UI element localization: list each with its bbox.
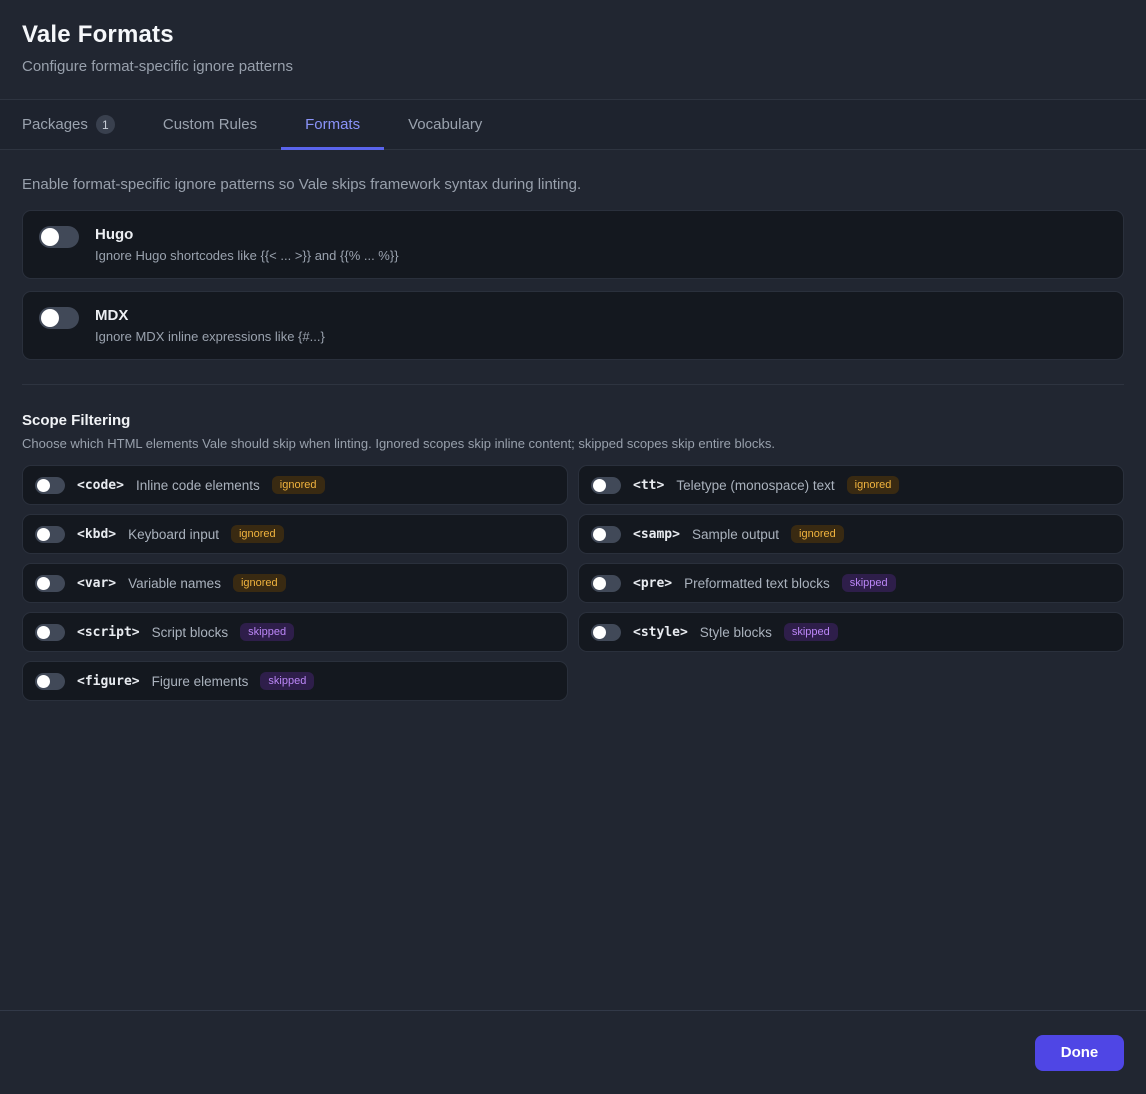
script-toggle[interactable] bbox=[35, 623, 65, 641]
scope-tag: <pre> bbox=[633, 575, 673, 591]
dialog-header: Vale Formats Configure format-specific i… bbox=[0, 0, 1146, 99]
scope-label: Variable names bbox=[128, 575, 221, 591]
scope-status-badge: skipped bbox=[841, 574, 896, 592]
hugo-title: Hugo bbox=[95, 226, 134, 243]
mdx-toggle-knob bbox=[41, 309, 59, 327]
hugo-description: Ignore Hugo shortcodes like {{< ... >}} … bbox=[95, 248, 399, 263]
scope-label: Figure elements bbox=[151, 673, 249, 689]
scope-tag: <style> bbox=[633, 624, 688, 640]
pre-toggle-knob bbox=[593, 576, 606, 590]
code-toggle-knob bbox=[37, 478, 50, 492]
scope-card-script: <script> Script blocks skipped bbox=[22, 612, 568, 652]
mdx-title: MDX bbox=[95, 307, 129, 324]
scope-status-badge: ignored bbox=[232, 574, 286, 592]
formats-intro-text: Enable format-specific ignore patterns s… bbox=[22, 176, 582, 193]
tab-custom-rules[interactable]: Custom Rules bbox=[139, 100, 281, 149]
scope-tag: <kbd> bbox=[77, 526, 117, 542]
scope-status-badge: ignored bbox=[230, 525, 284, 543]
scope-card-samp: <samp> Sample output ignored bbox=[578, 514, 1124, 554]
samp-toggle[interactable] bbox=[591, 525, 621, 543]
scope-card-kbd: <kbd> Keyboard input ignored bbox=[22, 514, 568, 554]
style-toggle-knob bbox=[593, 625, 606, 639]
scope-filtering-description: Choose which HTML elements Vale should s… bbox=[22, 436, 775, 451]
section-divider bbox=[22, 384, 1124, 385]
script-toggle-knob bbox=[37, 625, 50, 639]
scope-card-code: <code> Inline code elements ignored bbox=[22, 465, 568, 505]
done-button[interactable]: Done bbox=[1035, 1034, 1124, 1071]
dialog-footer: Done bbox=[0, 1010, 1146, 1094]
scope-card-figure: <figure> Figure elements skipped bbox=[22, 661, 568, 701]
page-subtitle: Configure format-specific ignore pattern… bbox=[22, 58, 293, 75]
scope-card-pre: <pre> Preformatted text blocks skipped bbox=[578, 563, 1124, 603]
figure-toggle-knob bbox=[37, 674, 50, 688]
style-toggle[interactable] bbox=[591, 623, 621, 641]
tab-formats-label: Formats bbox=[305, 116, 361, 133]
format-card-mdx: MDX Ignore MDX inline expressions like {… bbox=[22, 291, 1124, 360]
scope-tag: <figure> bbox=[77, 673, 140, 689]
scope-status-badge: ignored bbox=[846, 476, 900, 494]
var-toggle-knob bbox=[37, 576, 50, 590]
scope-card-tt: <tt> Teletype (monospace) text ignored bbox=[578, 465, 1124, 505]
scope-label: Teletype (monospace) text bbox=[676, 477, 835, 493]
scope-label: Preformatted text blocks bbox=[684, 575, 830, 591]
scope-status-badge: skipped bbox=[260, 672, 315, 690]
pre-toggle[interactable] bbox=[591, 574, 621, 592]
code-toggle[interactable] bbox=[35, 476, 65, 494]
scope-grid: <code> Inline code elements ignored <tt>… bbox=[22, 465, 1124, 701]
tab-vocabulary-label: Vocabulary bbox=[408, 116, 483, 133]
hugo-toggle[interactable] bbox=[39, 226, 79, 248]
tab-formats[interactable]: Formats bbox=[281, 100, 385, 150]
tab-packages-label: Packages bbox=[22, 116, 88, 133]
scope-label: Inline code elements bbox=[135, 477, 260, 493]
figure-toggle[interactable] bbox=[35, 672, 65, 690]
tt-toggle-knob bbox=[593, 478, 606, 492]
tab-vocabulary[interactable]: Vocabulary bbox=[384, 100, 506, 149]
scope-card-style: <style> Style blocks skipped bbox=[578, 612, 1124, 652]
tab-packages[interactable]: Packages 1 bbox=[0, 100, 139, 149]
page-title: Vale Formats bbox=[22, 21, 174, 48]
formats-panel: Enable format-specific ignore patterns s… bbox=[0, 150, 1146, 1010]
var-toggle[interactable] bbox=[35, 574, 65, 592]
scope-tag: <var> bbox=[77, 575, 117, 591]
kbd-toggle-knob bbox=[37, 527, 50, 541]
kbd-toggle[interactable] bbox=[35, 525, 65, 543]
tt-toggle[interactable] bbox=[591, 476, 621, 494]
scope-label: Style blocks bbox=[699, 624, 772, 640]
packages-count-badge: 1 bbox=[95, 115, 115, 134]
tab-bar: Packages 1 Custom Rules Formats Vocabula… bbox=[0, 99, 1146, 150]
hugo-toggle-knob bbox=[41, 228, 59, 246]
samp-toggle-knob bbox=[593, 527, 606, 541]
scope-tag: <code> bbox=[77, 477, 124, 493]
scope-status-badge: skipped bbox=[240, 623, 295, 641]
scope-status-badge: ignored bbox=[271, 476, 325, 494]
scope-card-var: <var> Variable names ignored bbox=[22, 563, 568, 603]
scope-status-badge: skipped bbox=[783, 623, 838, 641]
mdx-toggle[interactable] bbox=[39, 307, 79, 329]
scope-label: Keyboard input bbox=[128, 526, 219, 542]
mdx-description: Ignore MDX inline expressions like {#...… bbox=[95, 329, 325, 344]
scope-label: Sample output bbox=[691, 526, 780, 542]
scope-tag: <tt> bbox=[633, 477, 665, 493]
scope-tag: <samp> bbox=[633, 526, 680, 542]
scope-tag: <script> bbox=[77, 624, 140, 640]
tab-custom-rules-label: Custom Rules bbox=[162, 116, 258, 133]
scope-label: Script blocks bbox=[151, 624, 229, 640]
format-card-hugo: Hugo Ignore Hugo shortcodes like {{< ...… bbox=[22, 210, 1124, 279]
scope-filtering-title: Scope Filtering bbox=[22, 412, 131, 429]
scope-status-badge: ignored bbox=[791, 525, 844, 543]
